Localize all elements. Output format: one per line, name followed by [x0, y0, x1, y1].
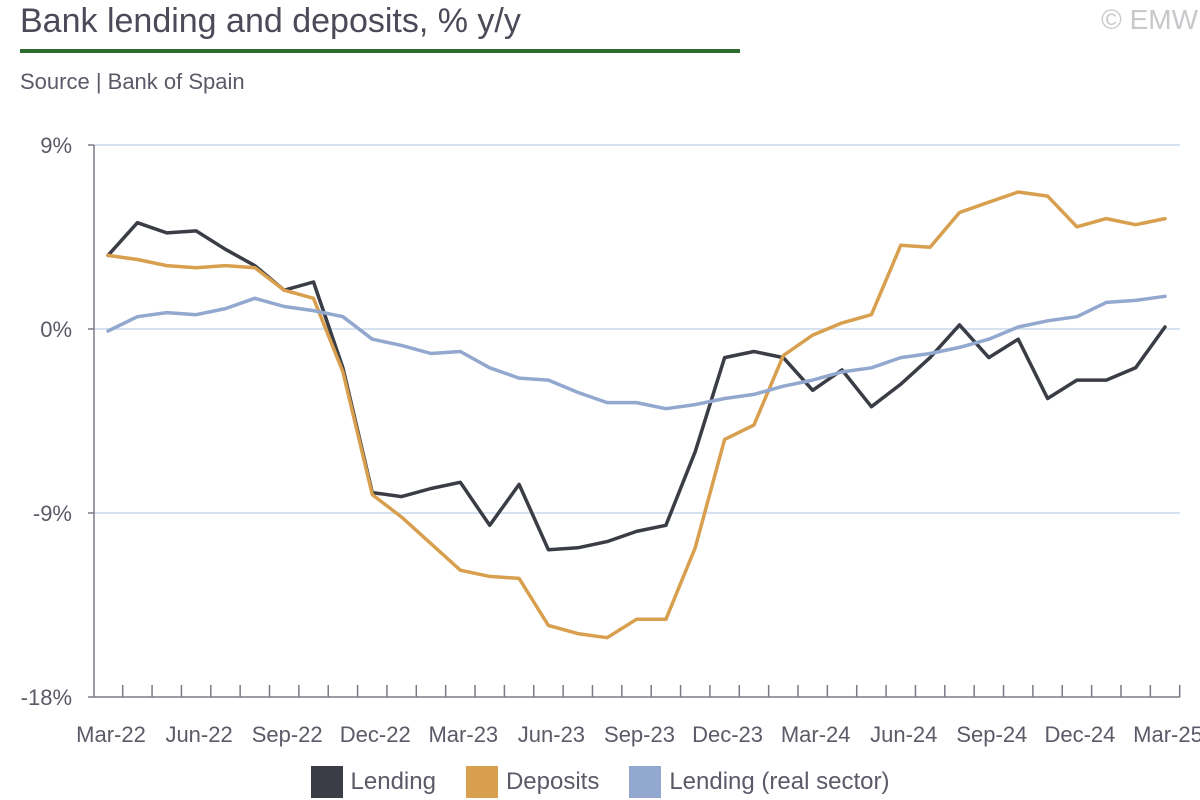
legend-label: Lending (real sector)	[669, 768, 890, 795]
x-tick-label: Mar-23	[428, 722, 498, 747]
x-tick-label: Mar-22	[76, 722, 146, 747]
series-line-lending	[106, 220, 1167, 552]
series-lines	[106, 190, 1167, 640]
y-tick-label: -9%	[33, 501, 72, 526]
x-tick-label: Dec-23	[692, 722, 763, 747]
series-line-deposits	[106, 190, 1167, 640]
tick-labels: 9% 0% -9% -18%Mar-22 Jun-22 Sep-22 Dec-22 Mar-2…	[21, 133, 1200, 747]
x-tick-label: Sep-24	[956, 722, 1027, 747]
y-tick-label: 0%	[40, 317, 72, 342]
legend-swatch	[629, 766, 662, 798]
x-tick-label: Jun-23	[518, 722, 585, 747]
x-tick-label: Mar-25	[1133, 722, 1200, 747]
legend-item-lending-real-sector: Lending (real sector)	[629, 766, 889, 798]
legend-swatch	[465, 766, 498, 798]
legend-item-lending: Lending	[310, 766, 436, 798]
chart-subtitle: Source | Bank of Spain	[20, 69, 245, 94]
gridlines	[94, 144, 1180, 514]
series-line-lending-real-sector	[106, 294, 1167, 411]
chart-title: Bank lending and deposits, % y/y	[20, 2, 521, 40]
x-tick-label: Jun-24	[870, 722, 937, 747]
legend-swatch	[310, 766, 343, 798]
x-tick-label: Mar-24	[781, 722, 851, 747]
legend-label: Deposits	[505, 768, 600, 795]
axes	[88, 144, 1181, 698]
y-tick-label: 9%	[40, 133, 72, 158]
x-tick-label: Dec-22	[340, 722, 411, 747]
y-tick-label: -18%	[21, 685, 72, 710]
legend-label: Lending	[350, 768, 436, 795]
x-tick-label: Sep-23	[604, 722, 675, 747]
legend-item-deposits: Deposits	[465, 766, 600, 798]
x-tick-label: Jun-22	[165, 722, 232, 747]
x-tick-label: Dec-24	[1044, 722, 1115, 747]
legend: Lending Deposits Lending (real sector)	[0, 764, 1200, 800]
title-underline	[20, 49, 740, 53]
copyright-watermark: © EMW	[1101, 4, 1198, 35]
x-tick-label: Sep-22	[252, 722, 323, 747]
